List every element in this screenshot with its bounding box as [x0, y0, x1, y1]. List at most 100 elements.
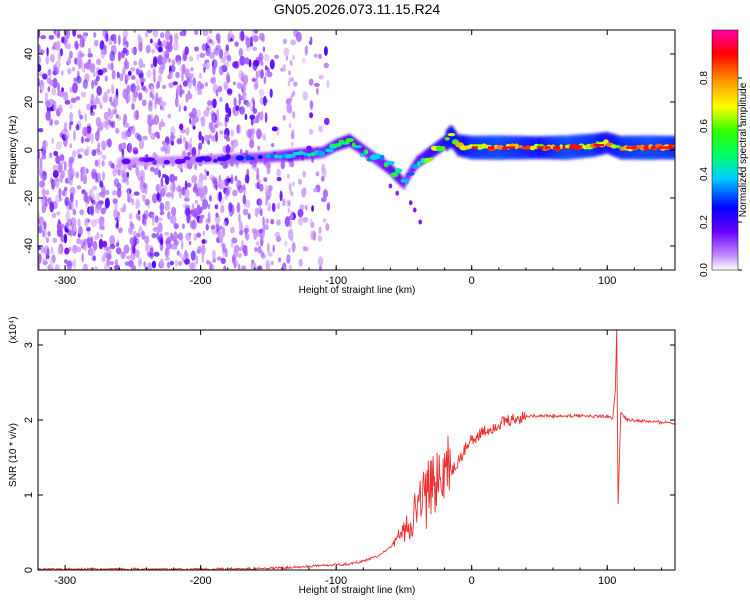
noise-speckle	[188, 240, 192, 246]
noise-speckle	[262, 135, 267, 141]
noise-speckle	[160, 238, 164, 246]
noise-speckle	[98, 238, 104, 250]
noise-speckle	[100, 140, 106, 150]
noise-speckle	[181, 63, 186, 75]
noise-speckle	[200, 206, 205, 211]
colorbar-label: Normalized spectral amplitude	[738, 82, 749, 217]
noise-speckle	[63, 30, 69, 37]
noise-speckle	[167, 57, 172, 63]
noise-speckle	[98, 121, 104, 131]
noise-speckle	[67, 168, 73, 178]
noise-speckle	[295, 31, 302, 43]
noise-speckle	[118, 34, 121, 46]
noise-speckle	[239, 229, 244, 236]
noise-speckle	[232, 106, 236, 115]
noise-speckle	[271, 126, 278, 132]
noise-speckle	[198, 72, 202, 80]
noise-speckle	[176, 250, 180, 256]
noise-speckle	[245, 101, 251, 108]
noise-speckle	[169, 185, 174, 192]
noise-speckle	[229, 37, 233, 42]
noise-speckle	[164, 247, 170, 258]
noise-speckle	[38, 64, 42, 72]
noise-speckle	[92, 266, 98, 270]
colorbar-gradient	[712, 30, 738, 270]
noise-speckle	[145, 44, 151, 54]
noise-speckle	[78, 109, 81, 117]
noise-speckle	[184, 68, 190, 79]
noise-speckle	[215, 89, 219, 97]
noise-speckle	[51, 137, 54, 144]
noise-speckle	[219, 96, 223, 102]
noise-speckle	[146, 114, 150, 125]
noise-speckle	[138, 72, 144, 80]
noise-speckle	[132, 91, 139, 98]
noise-speckle	[72, 30, 77, 37]
noise-speckle	[82, 174, 87, 185]
noise-speckle	[38, 72, 44, 77]
colorbar-tick-label: 0.8	[699, 71, 710, 85]
noise-speckle	[70, 200, 74, 211]
noise-speckle	[226, 54, 232, 62]
noise-speckle	[216, 38, 221, 44]
noise-speckle	[186, 182, 192, 188]
noise-speckle	[163, 142, 169, 152]
noise-speckle	[154, 131, 160, 137]
noise-speckle	[41, 170, 47, 181]
noise-speckle	[96, 192, 100, 201]
noise-speckle	[196, 54, 200, 61]
noise-speckle	[145, 243, 150, 253]
noise-speckle	[38, 55, 41, 65]
noise-speckle	[249, 139, 255, 149]
noise-speckle	[238, 213, 241, 223]
ridge-core-blob	[353, 145, 362, 149]
noise-speckle	[49, 53, 55, 63]
noise-speckle	[117, 188, 120, 198]
noise-speckle	[130, 67, 136, 72]
snr-scale-label: (x10⁴)	[8, 316, 19, 343]
noise-speckle	[258, 33, 265, 41]
ridge-core-blob	[374, 153, 382, 160]
noise-speckle	[251, 77, 257, 83]
noise-speckle	[96, 58, 102, 66]
noise-speckle	[133, 110, 139, 120]
noise-speckle	[159, 202, 165, 212]
snr-marks	[38, 330, 675, 570]
noise-speckle	[218, 233, 224, 243]
noise-speckle	[254, 247, 258, 253]
ridge-core-blob	[258, 155, 263, 159]
noise-speckle	[111, 190, 118, 196]
noise-speckle	[135, 249, 140, 258]
noise-speckle	[45, 189, 50, 196]
noise-speckle	[138, 41, 143, 52]
noise-speckle	[46, 247, 50, 258]
noise-speckle	[137, 33, 141, 44]
noise-speckle	[154, 97, 161, 105]
colorbar: 0.0 0.2 0.4 0.6 0.8 Normalized spectral ampl…	[699, 29, 749, 277]
noise-speckle	[109, 235, 116, 246]
noise-speckle	[170, 140, 175, 146]
noise-speckle	[318, 74, 324, 80]
noise-speckle	[267, 252, 274, 257]
noise-speckle	[113, 33, 117, 42]
noise-speckle	[89, 236, 94, 248]
noise-speckle	[173, 231, 178, 242]
noise-speckle	[97, 142, 101, 147]
noise-speckle	[291, 129, 295, 135]
noise-speckle	[222, 252, 226, 258]
noise-speckle	[230, 129, 234, 137]
ridge-peak-mark	[658, 146, 668, 149]
noise-speckle	[151, 233, 157, 239]
noise-speckle	[122, 30, 129, 38]
noise-speckle	[38, 128, 44, 133]
noise-speckle	[253, 30, 259, 35]
noise-speckle	[313, 82, 320, 87]
noise-speckle	[207, 211, 211, 222]
noise-speckle	[194, 214, 197, 219]
noise-speckle	[76, 34, 83, 39]
noise-speckle	[64, 99, 71, 105]
noise-speckle	[267, 242, 270, 254]
noise-speckle	[48, 152, 53, 159]
noise-speckle	[45, 100, 51, 107]
noise-speckle	[102, 95, 107, 104]
